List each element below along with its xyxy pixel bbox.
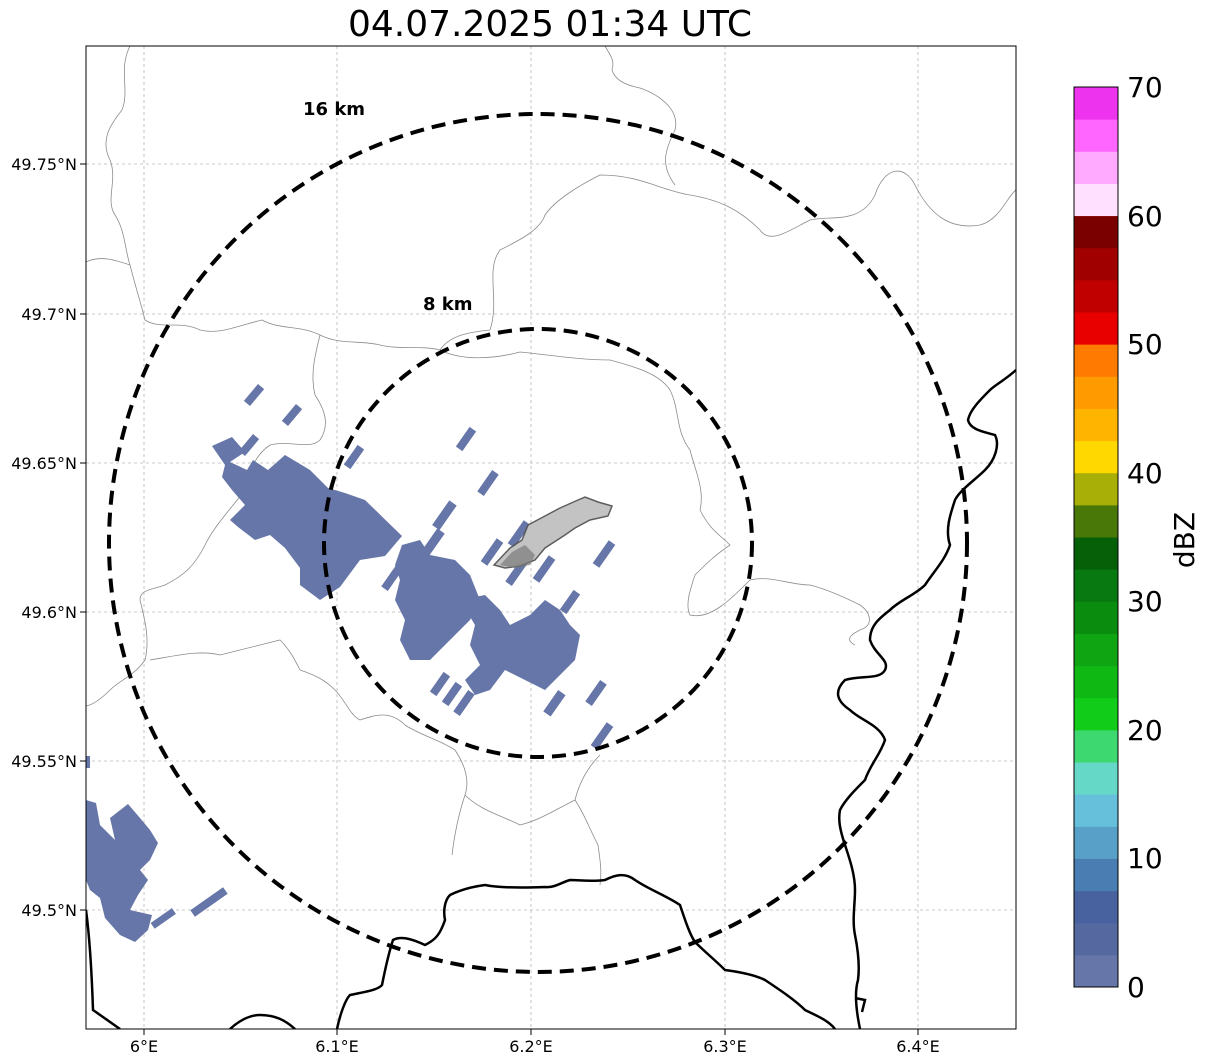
colorbar-segment xyxy=(1074,762,1118,795)
colorbar-segment xyxy=(1074,826,1118,859)
colorbar-segment xyxy=(1074,247,1118,281)
colorbar-segment xyxy=(1074,151,1118,184)
colorbar-tick-label: 70 xyxy=(1127,71,1163,104)
lon-tick-label: 6.2°E xyxy=(509,1037,553,1056)
colorbar-frame xyxy=(1073,86,1119,988)
colorbar-segment xyxy=(1074,344,1118,377)
range-ring-16km xyxy=(107,112,969,974)
colorbar-segment xyxy=(1074,633,1118,667)
colorbar xyxy=(1074,87,1118,988)
target-area-core xyxy=(500,545,535,568)
ring-label-8km: 8 km xyxy=(423,294,473,315)
lat-tick-label: 49.55°N xyxy=(11,752,77,771)
colorbar-segment xyxy=(1074,954,1118,988)
range-rings xyxy=(107,112,969,974)
colorbar-ticks: 0 10 20 30 40 50 60 70 xyxy=(1127,71,1163,1004)
lat-ticks: 49.75°N 49.7°N 49.65°N 49.6°N 49.55°N 49… xyxy=(11,155,86,920)
colorbar-segment xyxy=(1074,183,1118,217)
colorbar-segment xyxy=(1074,376,1118,409)
municipal-boundaries xyxy=(86,46,1016,886)
colorbar-segment xyxy=(1074,119,1118,152)
colorbar-segment xyxy=(1074,279,1118,313)
colorbar-segment xyxy=(1074,697,1118,731)
colorbar-tick-label: 50 xyxy=(1127,328,1163,361)
colorbar-segment xyxy=(1074,729,1118,763)
colorbar-tick-label: 60 xyxy=(1127,200,1163,233)
colorbar-segment xyxy=(1074,440,1118,474)
colorbar-segment xyxy=(1074,601,1118,634)
lat-tick-label: 49.65°N xyxy=(11,454,77,473)
colorbar-label: dBZ xyxy=(1168,512,1201,568)
colorbar-tick-label: 10 xyxy=(1127,842,1163,875)
colorbar-segment xyxy=(1074,858,1118,892)
colorbar-segment xyxy=(1074,890,1118,924)
lat-tick-label: 49.75°N xyxy=(11,155,77,174)
lon-ticks: 6°E 6.1°E 6.2°E 6.3°E 6.4°E xyxy=(130,1029,940,1056)
colorbar-segment xyxy=(1074,408,1118,442)
colorbar-segment xyxy=(1074,504,1118,538)
gridlines xyxy=(86,46,1016,1029)
colorbar-segment xyxy=(1074,922,1118,956)
map-title: 04.07.2025 01:34 UTC xyxy=(347,4,753,45)
colorbar-segment xyxy=(1074,312,1118,345)
colorbar-tick-label: 20 xyxy=(1127,714,1163,747)
colorbar-segment xyxy=(1074,537,1118,570)
lat-tick-label: 49.6°N xyxy=(21,603,77,622)
colorbar-segment xyxy=(1074,665,1118,699)
colorbar-segment xyxy=(1074,87,1118,120)
range-ring-8km xyxy=(322,327,754,759)
national-borders xyxy=(86,369,1016,1029)
colorbar-segment xyxy=(1074,472,1118,506)
lon-tick-label: 6.3°E xyxy=(703,1037,747,1056)
colorbar-segment xyxy=(1074,215,1118,249)
colorbar-tick-label: 30 xyxy=(1127,585,1163,618)
colorbar-segment xyxy=(1074,794,1118,827)
lon-tick-label: 6.1°E xyxy=(315,1037,359,1056)
ring-label-16km: 16 km xyxy=(303,99,365,120)
lat-tick-label: 49.5°N xyxy=(21,901,77,920)
colorbar-tick-label: 0 xyxy=(1127,971,1145,1004)
colorbar-tick-label: 40 xyxy=(1127,457,1163,490)
lon-tick-label: 6°E xyxy=(130,1037,158,1056)
lon-tick-label: 6.4°E xyxy=(896,1037,940,1056)
radar-echoes xyxy=(86,384,616,942)
map-frame xyxy=(85,45,1017,1030)
colorbar-segment xyxy=(1074,569,1118,602)
lat-tick-label: 49.7°N xyxy=(21,305,77,324)
